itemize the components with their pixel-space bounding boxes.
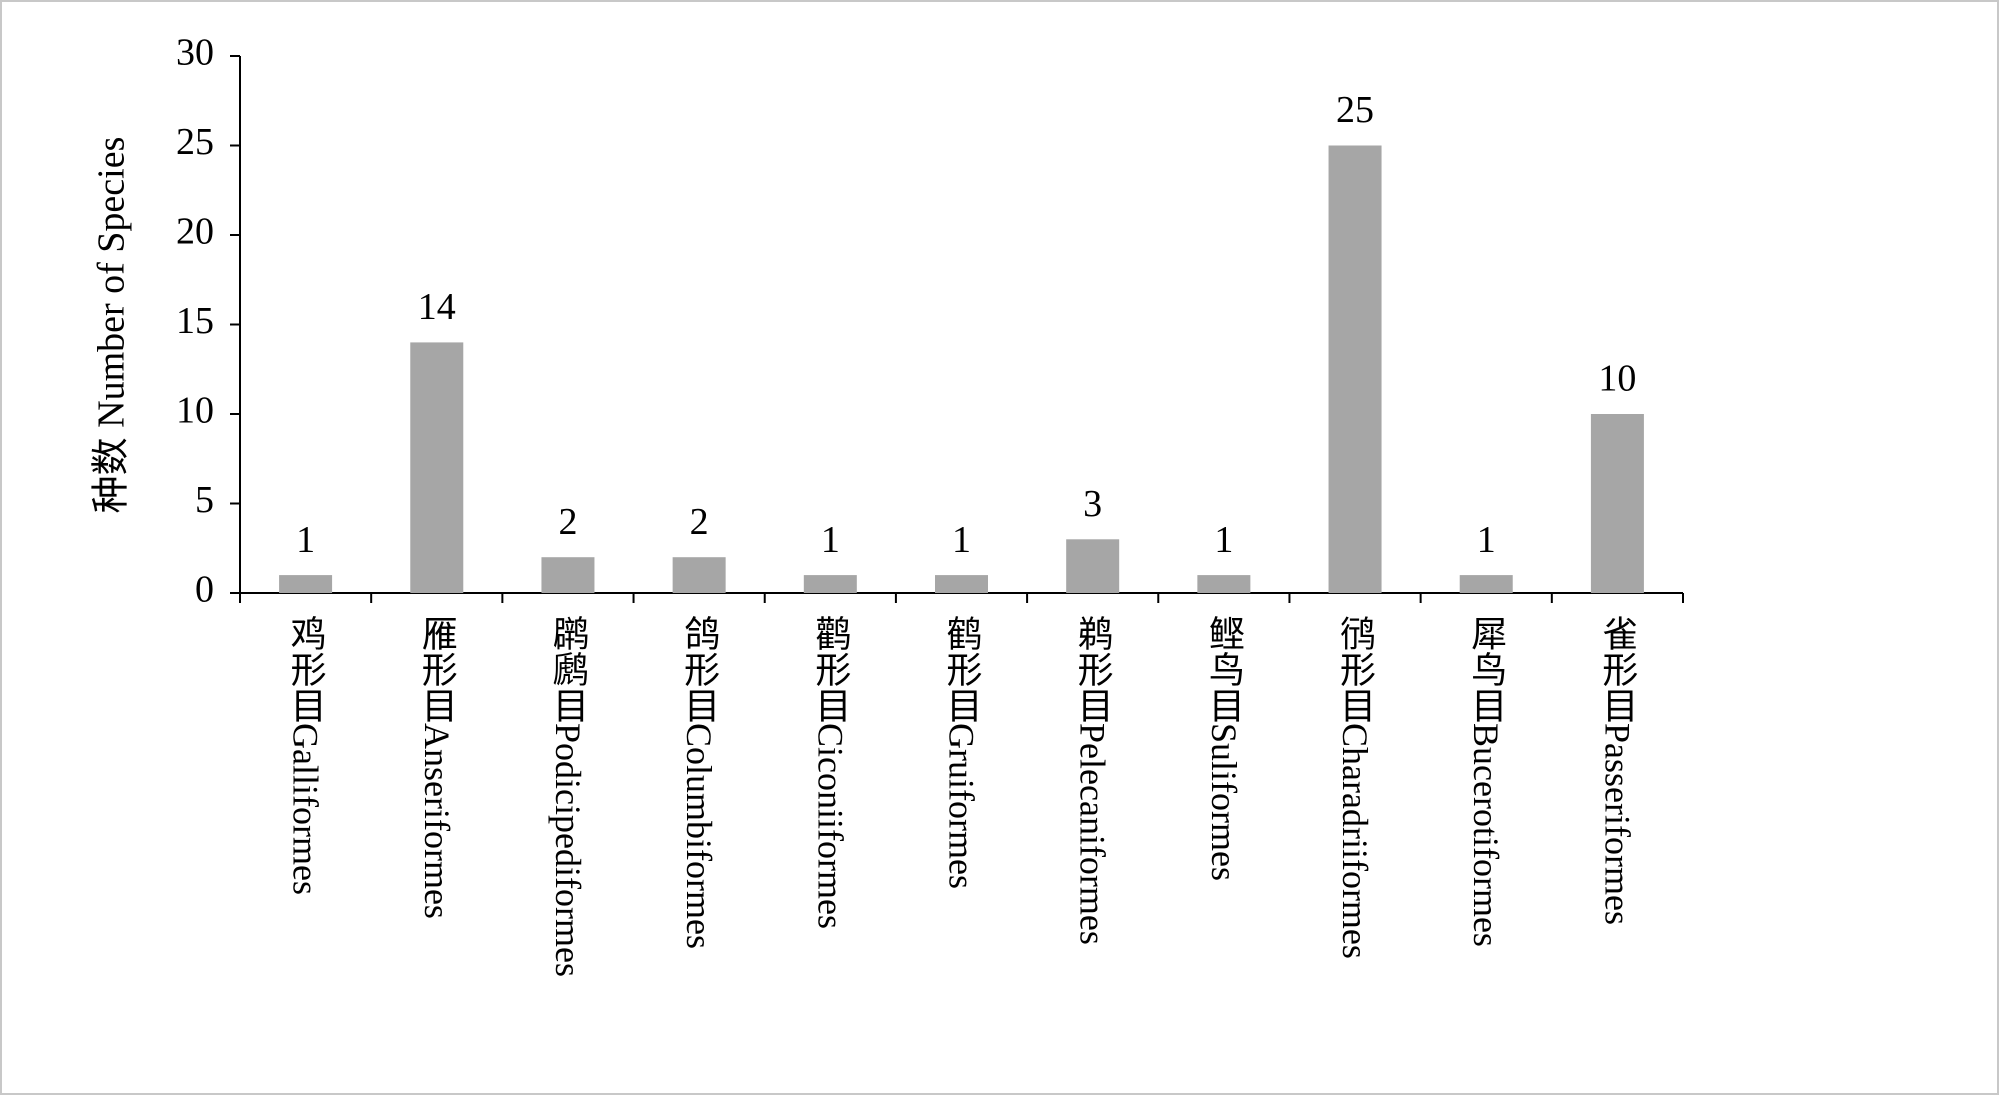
x-tick-label: 鹈形目Pelecaniformes <box>1073 615 1113 945</box>
y-tick-label: 20 <box>176 211 214 253</box>
x-tick-label: 鸡形目Galliformes <box>286 615 326 895</box>
data-label: 1 <box>1214 519 1233 561</box>
data-label: 3 <box>1083 483 1102 525</box>
x-tick-label: 鸽形目Columbiformes <box>679 615 719 949</box>
y-tick-label: 15 <box>176 300 214 342</box>
x-tick-label: 鹤形目Gruiformes <box>942 615 982 889</box>
data-label: 1 <box>952 519 971 561</box>
x-tick-label: 鹳形目Ciconiiformes <box>810 615 850 929</box>
data-label: 2 <box>690 501 709 543</box>
bar <box>1328 145 1382 593</box>
bar <box>935 575 988 593</box>
data-label: 1 <box>1477 519 1496 561</box>
bar <box>410 342 464 593</box>
x-tick-label: 犀鸟目Bucerotiformes <box>1466 615 1506 947</box>
y-axis-label: 种数 Number of Species <box>91 137 133 514</box>
bar <box>1590 414 1644 593</box>
data-label: 1 <box>821 519 840 561</box>
data-label: 2 <box>558 501 577 543</box>
x-tick-label: 雀形目Passeriformes <box>1597 615 1637 925</box>
bar <box>1197 575 1251 593</box>
bar <box>541 557 595 593</box>
x-tick-label: 鸻形目Charadriiformes <box>1335 615 1375 959</box>
data-label: 14 <box>418 286 456 328</box>
x-tick-label: 䴙䴘目Podicipediformes <box>548 615 589 977</box>
bar <box>279 575 333 593</box>
bar <box>1459 575 1513 593</box>
y-tick-label: 30 <box>176 32 214 74</box>
bar <box>1066 539 1120 593</box>
data-label: 1 <box>296 519 315 561</box>
y-tick-label: 0 <box>195 569 214 611</box>
bar <box>672 557 726 593</box>
data-label: 10 <box>1598 358 1636 400</box>
y-tick-label: 25 <box>176 121 214 163</box>
x-tick-label: 雁形目Anseriformes <box>417 615 457 919</box>
data-label: 25 <box>1336 89 1374 131</box>
y-tick-label: 10 <box>176 390 214 432</box>
y-tick-label: 5 <box>195 479 214 521</box>
x-tick-label: 鲣鸟目Suliformes <box>1204 615 1244 881</box>
bar <box>803 575 857 593</box>
